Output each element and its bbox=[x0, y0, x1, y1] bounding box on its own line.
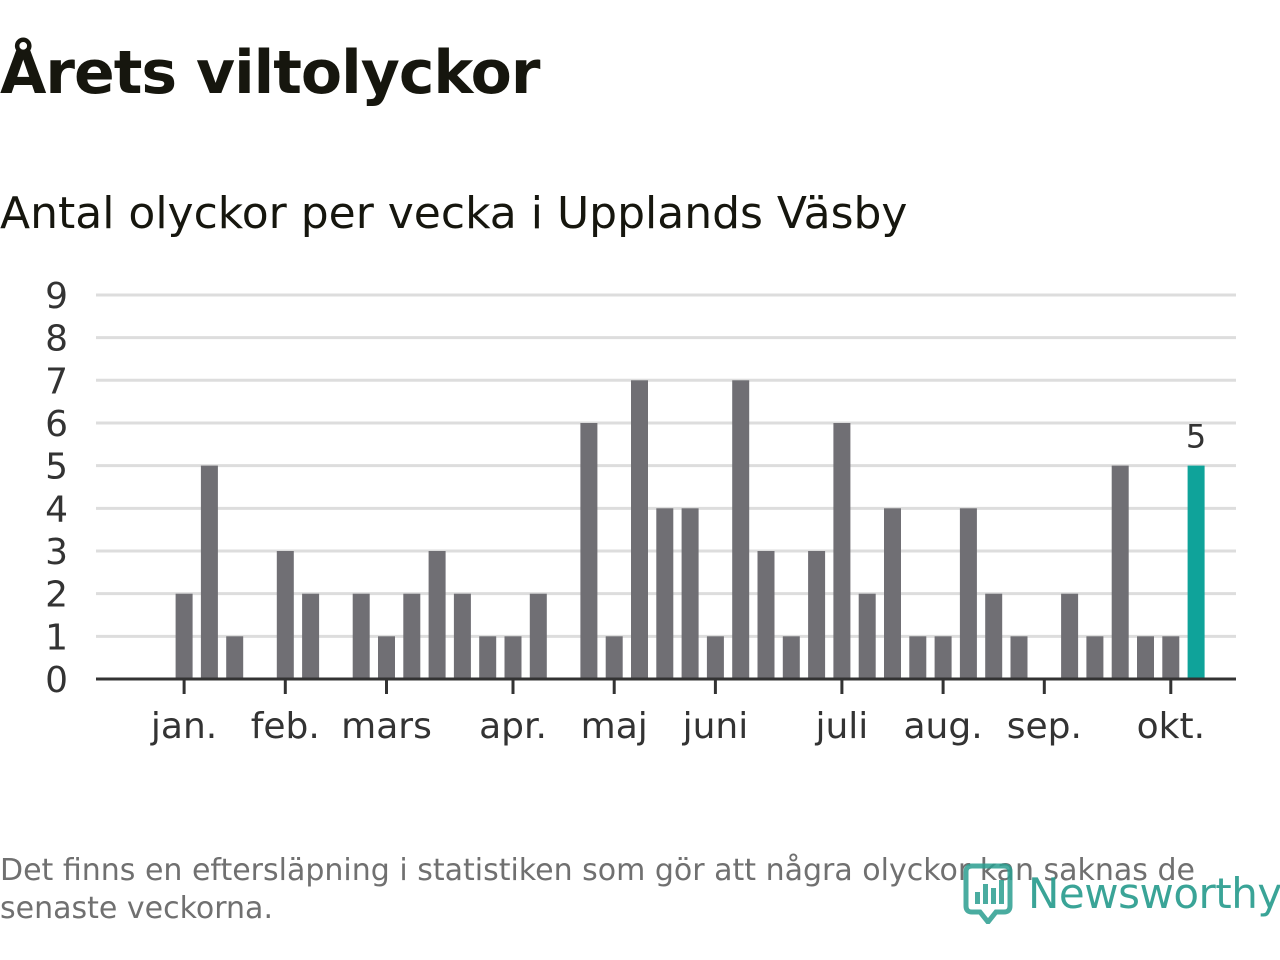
bar bbox=[276, 551, 294, 679]
x-tick-label: jan. bbox=[150, 706, 217, 747]
bar bbox=[808, 551, 826, 679]
bar bbox=[934, 636, 952, 679]
y-tick-label: 3 bbox=[45, 532, 68, 573]
bar bbox=[706, 636, 724, 679]
newsworthy-logo-icon bbox=[963, 863, 1013, 924]
bar bbox=[479, 636, 497, 679]
x-tick-label: sep. bbox=[1007, 706, 1082, 747]
y-tick-label: 9 bbox=[45, 276, 68, 317]
bar bbox=[1137, 636, 1154, 679]
footnote: Det finns en eftersläpning i statistiken… bbox=[0, 853, 1195, 926]
y-tick-label: 4 bbox=[45, 489, 68, 530]
bar bbox=[833, 423, 851, 679]
bar bbox=[529, 593, 547, 679]
x-tick-label: okt. bbox=[1137, 706, 1205, 747]
bar bbox=[959, 508, 977, 679]
bar bbox=[985, 593, 1003, 679]
bar bbox=[378, 636, 395, 679]
bar bbox=[1061, 593, 1079, 679]
bar bbox=[175, 593, 193, 679]
y-tick-label: 6 bbox=[45, 404, 68, 445]
y-tick-label: 0 bbox=[45, 660, 68, 701]
bar bbox=[732, 380, 750, 679]
bar bbox=[1086, 636, 1104, 679]
bar bbox=[428, 551, 446, 679]
bar bbox=[631, 380, 648, 679]
bar bbox=[1111, 465, 1129, 679]
y-tick-label: 1 bbox=[45, 617, 68, 658]
x-tick-label: feb. bbox=[251, 706, 320, 747]
bar bbox=[302, 593, 320, 679]
x-axis: jan. feb. mars apr. maj juni juli aug. sep. okt. bbox=[96, 677, 1236, 747]
bar bbox=[352, 593, 370, 679]
x-tick-label: mars bbox=[341, 706, 432, 747]
bar bbox=[580, 423, 598, 679]
bar bbox=[504, 636, 522, 679]
bar bbox=[656, 508, 674, 679]
chart-title: Årets viltolyckor bbox=[0, 38, 540, 108]
y-tick-label: 5 bbox=[45, 447, 68, 488]
bar bbox=[605, 636, 623, 679]
x-tick-label: juli bbox=[814, 706, 868, 747]
x-tick-label: juni bbox=[682, 706, 749, 747]
bar bbox=[782, 636, 800, 679]
x-tick-label: maj bbox=[581, 706, 648, 747]
bar bbox=[453, 593, 471, 679]
x-tick-label: aug. bbox=[904, 706, 983, 747]
bar-highlight bbox=[1187, 465, 1205, 679]
bar bbox=[200, 465, 218, 679]
bar bbox=[858, 593, 876, 679]
brand-name: Newsworthy bbox=[1028, 868, 1280, 918]
y-tick-label: 7 bbox=[45, 361, 68, 402]
bar bbox=[1010, 636, 1028, 679]
data-labels: 5 bbox=[1186, 418, 1206, 456]
bar bbox=[909, 636, 927, 679]
bar bbox=[1162, 636, 1180, 679]
y-tick-label: 2 bbox=[45, 575, 68, 616]
bars bbox=[175, 380, 1205, 679]
bar bbox=[757, 551, 775, 679]
bar bbox=[884, 508, 901, 679]
y-tick-label: 8 bbox=[45, 319, 68, 360]
x-tick-label: apr. bbox=[479, 706, 547, 747]
newsworthy-logo: Newsworthy bbox=[962, 862, 1280, 924]
bar bbox=[681, 508, 699, 679]
bar bbox=[226, 636, 244, 679]
data-label: 5 bbox=[1186, 418, 1206, 456]
bar bbox=[403, 593, 421, 679]
chart-subtitle: Antal olyckor per vecka i Upplands Väsby bbox=[0, 188, 908, 239]
